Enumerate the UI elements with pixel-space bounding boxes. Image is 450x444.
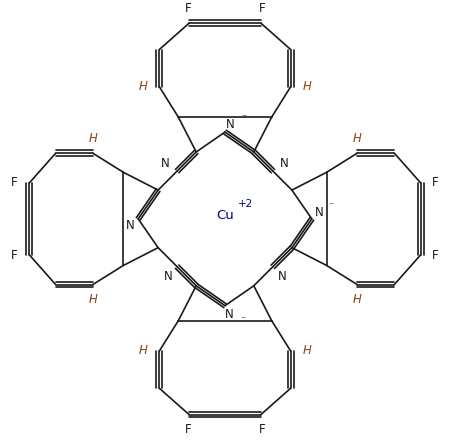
Text: H: H [353, 132, 361, 145]
Text: N: N [225, 308, 234, 321]
Text: F: F [11, 249, 18, 262]
Text: H: H [89, 132, 97, 145]
Text: H: H [302, 80, 311, 93]
Text: H: H [89, 293, 97, 306]
Text: N: N [161, 157, 170, 170]
Text: ⁻: ⁻ [328, 201, 333, 211]
Text: H: H [353, 293, 361, 306]
Text: N: N [280, 157, 289, 170]
Text: H: H [302, 345, 311, 357]
Text: F: F [259, 2, 265, 15]
Text: N: N [126, 219, 135, 232]
Text: ⁻: ⁻ [240, 316, 245, 325]
Text: +2: +2 [238, 199, 253, 209]
Text: ⁻: ⁻ [242, 114, 247, 123]
Text: N: N [163, 270, 172, 282]
Text: Cu: Cu [216, 209, 234, 222]
Text: F: F [432, 175, 439, 189]
Text: F: F [11, 175, 18, 189]
Text: F: F [185, 2, 191, 15]
Text: H: H [139, 345, 148, 357]
Text: N: N [315, 206, 324, 219]
Text: F: F [259, 423, 265, 436]
Text: F: F [185, 423, 191, 436]
Text: N: N [226, 118, 234, 131]
Text: H: H [139, 80, 148, 93]
Text: N: N [278, 270, 287, 282]
Text: F: F [432, 249, 439, 262]
